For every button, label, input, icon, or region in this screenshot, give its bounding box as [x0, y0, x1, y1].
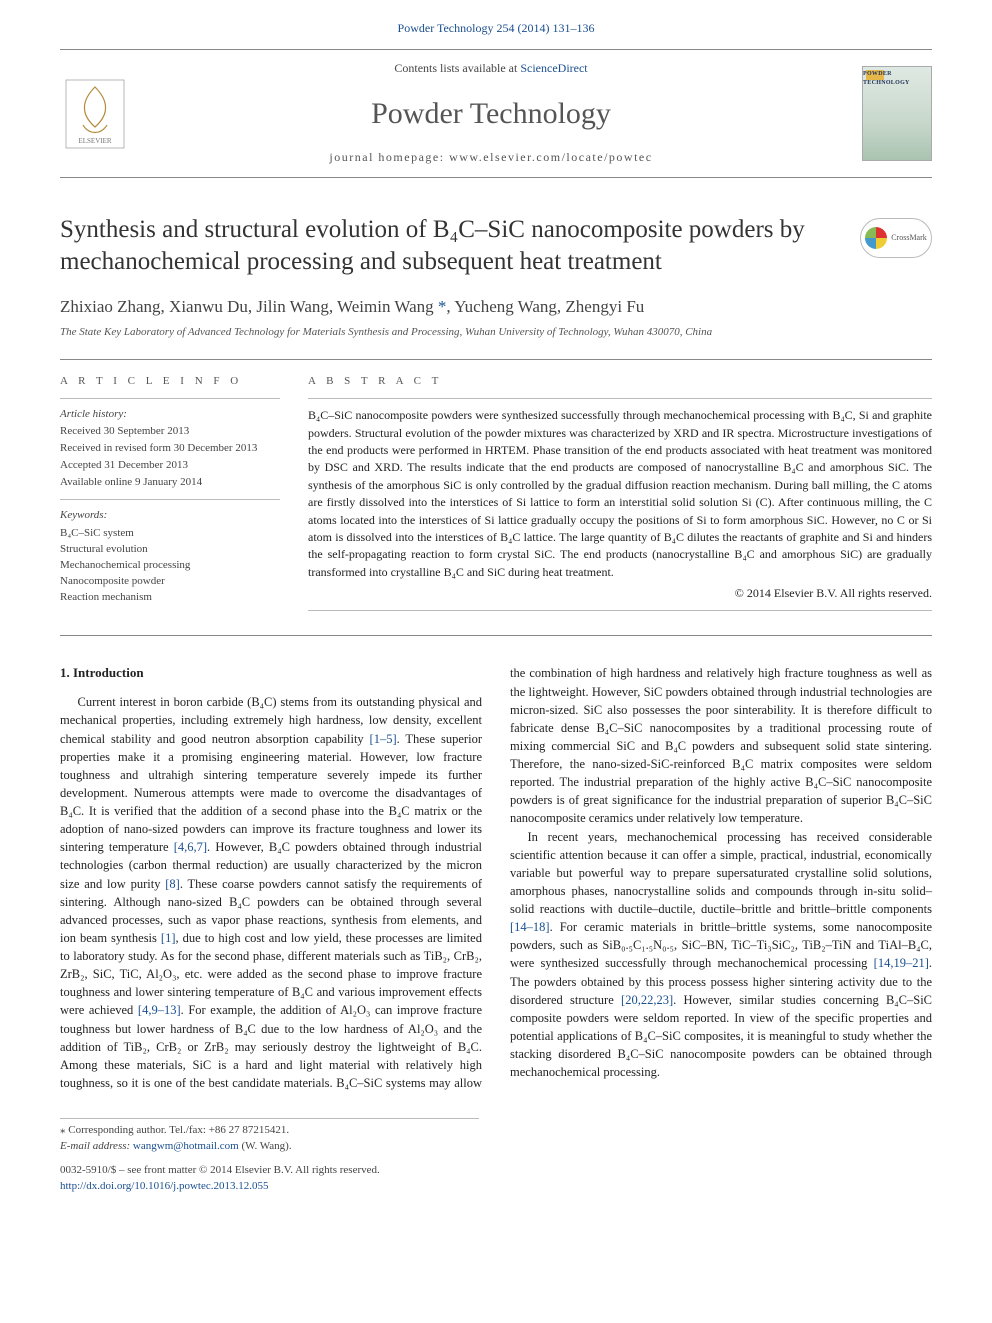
ref-link[interactable]: [14,19–21] [874, 956, 929, 970]
crossmark-icon [865, 227, 887, 249]
corresponding-footnote: ⁎ Corresponding author. Tel./fax: +86 27… [60, 1123, 479, 1139]
footnotes: ⁎ Corresponding author. Tel./fax: +86 27… [60, 1118, 479, 1155]
email-footnote: E-mail address: wangwm@hotmail.com (W. W… [60, 1139, 479, 1155]
article-info-heading: A R T I C L E I N F O [60, 374, 280, 390]
divider [60, 635, 932, 636]
ref-link[interactable]: [1–5] [370, 732, 397, 746]
homepage-url[interactable]: www.elsevier.com/locate/powtec [449, 150, 653, 164]
history-accepted: Accepted 31 December 2013 [60, 458, 280, 474]
ref-link[interactable]: [14–18] [510, 920, 550, 934]
authors-line: Zhixiao Zhang, Xianwu Du, Jilin Wang, We… [60, 295, 932, 320]
abstract-heading: A B S T R A C T [308, 374, 932, 390]
keyword: Reaction mechanism [60, 590, 280, 606]
article-info: A R T I C L E I N F O Article history: R… [60, 374, 280, 619]
keywords-label: Keywords: [60, 508, 280, 524]
journal-homepage: journal homepage: www.elsevier.com/locat… [130, 149, 852, 166]
abstract-text: B₄C–SiC nanocomposite powders were synth… [308, 407, 932, 581]
abstract-copyright: © 2014 Elsevier B.V. All rights reserved… [308, 585, 932, 602]
ref-link[interactable]: [1] [161, 931, 176, 945]
article-body: 1. Introduction Current interest in boro… [60, 664, 932, 1092]
history-label: Article history: [60, 407, 280, 423]
crossmark-label: CrossMark [891, 232, 927, 244]
ref-link[interactable]: [4,6,7] [174, 840, 207, 854]
section-heading: 1. Introduction [60, 664, 482, 683]
body-paragraph: In recent years, mechanochemical process… [510, 828, 932, 1082]
citation-link[interactable]: Powder Technology 254 (2014) 131–136 [398, 21, 595, 35]
keyword: B₄C–SiC system [60, 526, 280, 542]
keyword: Nanocomposite powder [60, 574, 280, 590]
history-revised: Received in revised form 30 December 201… [60, 441, 280, 457]
keyword: Mechanochemical processing [60, 558, 280, 574]
elsevier-logo: ELSEVIER [60, 74, 130, 154]
crossmark-badge[interactable]: CrossMark [860, 218, 932, 258]
affiliation: The State Key Laboratory of Advanced Tec… [60, 325, 932, 341]
masthead: ELSEVIER Contents lists available at Sci… [60, 49, 932, 177]
history-received: Received 30 September 2013 [60, 424, 280, 440]
email-link[interactable]: wangwm@hotmail.com [133, 1140, 239, 1152]
keyword: Structural evolution [60, 542, 280, 558]
svg-text:ELSEVIER: ELSEVIER [78, 137, 111, 145]
contents-available: Contents lists available at ScienceDirec… [130, 60, 852, 77]
divider [60, 359, 932, 360]
footer-block: 0032-5910/$ – see front matter © 2014 El… [60, 1163, 932, 1195]
front-matter-line: 0032-5910/$ – see front matter © 2014 El… [60, 1163, 932, 1179]
journal-cover-thumb: POWDER TECHNOLOGY [862, 66, 932, 161]
sciencedirect-link[interactable]: ScienceDirect [520, 61, 587, 75]
journal-name: Powder Technology [130, 92, 852, 136]
ref-link[interactable]: [8] [165, 877, 180, 891]
history-online: Available online 9 January 2014 [60, 475, 280, 491]
ref-link[interactable]: [4,9–13] [138, 1003, 181, 1017]
ref-link[interactable]: [20,22,23] [621, 993, 673, 1007]
citation-line: Powder Technology 254 (2014) 131–136 [60, 20, 932, 37]
article-title: Synthesis and structural evolution of B₄… [60, 214, 844, 279]
doi-link[interactable]: http://dx.doi.org/10.1016/j.powtec.2013.… [60, 1180, 268, 1192]
